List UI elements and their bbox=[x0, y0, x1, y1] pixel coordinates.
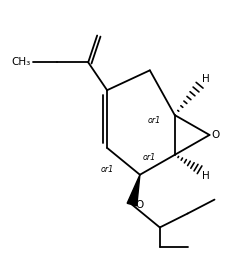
Text: or1: or1 bbox=[148, 116, 161, 124]
Text: or1: or1 bbox=[143, 153, 156, 162]
Polygon shape bbox=[127, 175, 140, 206]
Text: CH₃: CH₃ bbox=[11, 57, 30, 67]
Text: O: O bbox=[135, 200, 143, 210]
Text: O: O bbox=[212, 130, 220, 140]
Text: H: H bbox=[202, 171, 209, 181]
Text: or1: or1 bbox=[100, 165, 114, 174]
Text: H: H bbox=[202, 74, 209, 84]
